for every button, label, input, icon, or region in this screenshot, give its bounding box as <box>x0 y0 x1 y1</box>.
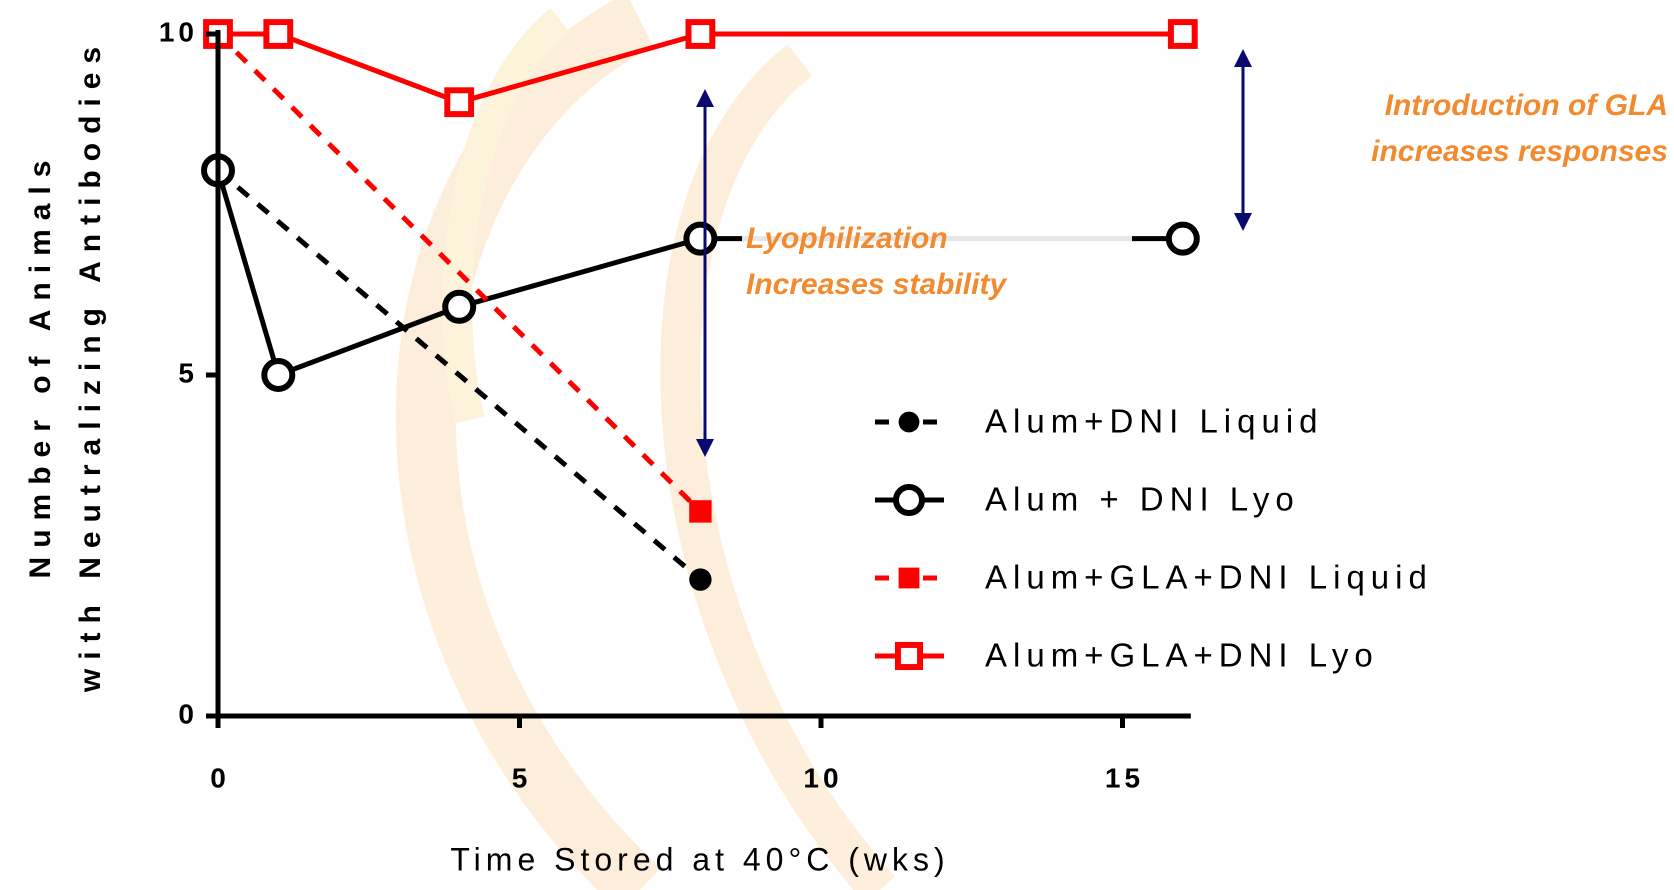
legend-item: Alum+DNI Liquid <box>875 403 1324 440</box>
legend-item: Alum + DNI Lyo <box>875 481 1300 518</box>
series-line <box>216 32 703 514</box>
marker <box>1167 19 1198 49</box>
annotation: Lyophilization <box>746 222 948 255</box>
marker <box>685 19 716 49</box>
marker <box>261 358 296 392</box>
marker <box>894 641 924 671</box>
x-tick-label: 5 <box>512 762 532 793</box>
annotation-bg <box>742 214 1132 310</box>
background-swirl <box>395 0 895 890</box>
x-tick-label: 0 <box>210 762 230 793</box>
series <box>203 19 1198 118</box>
y-tick-label: 0 <box>178 698 198 729</box>
legend-item: Alum+GLA+DNI Lyo <box>875 637 1379 674</box>
y-axis-title: Number of Animals <box>24 152 57 579</box>
y-tick-label: 10 <box>159 16 198 47</box>
y-tick-label: 5 <box>178 357 198 388</box>
annotation: Introduction of GLA <box>1385 89 1668 122</box>
legend-label: Alum+GLA+DNI Liquid <box>985 559 1433 596</box>
marker <box>263 19 294 49</box>
annotation: Increases stability <box>746 268 1007 301</box>
legend-label: Alum+GLA+DNI Lyo <box>985 637 1379 674</box>
marker <box>898 411 920 433</box>
marker <box>444 87 475 118</box>
x-axis-title: Time Stored at 40°C (wks) <box>450 841 949 877</box>
marker <box>683 221 718 256</box>
legend-label: Alum + DNI Lyo <box>985 481 1300 518</box>
series-line <box>216 168 703 582</box>
legend-item: Alum+GLA+DNI Liquid <box>875 559 1433 596</box>
annotation: increases responses <box>1371 135 1668 168</box>
marker <box>689 568 712 591</box>
marker <box>893 484 925 516</box>
x-tick-label: 15 <box>1105 762 1144 793</box>
marker <box>689 500 712 523</box>
marker <box>898 567 920 589</box>
marker <box>442 289 477 324</box>
marker <box>1165 221 1200 256</box>
legend-label: Alum+DNI Liquid <box>985 403 1324 440</box>
x-tick-label: 10 <box>803 762 842 793</box>
y-axis-title: with Neutralizing Antibodies <box>74 38 107 693</box>
